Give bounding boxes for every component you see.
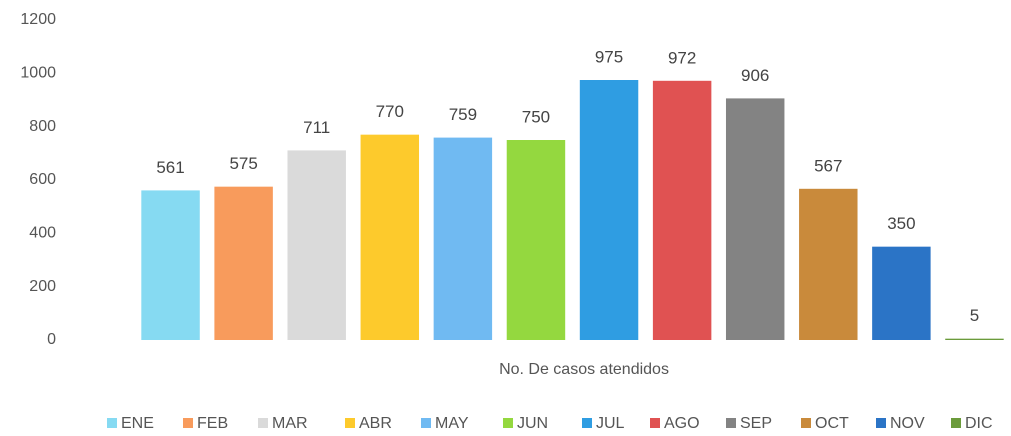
legend-label: FEB xyxy=(197,415,228,432)
legend-swatch xyxy=(503,418,513,428)
legend-swatch xyxy=(951,418,961,428)
bar xyxy=(579,80,639,340)
legend-label: SEP xyxy=(740,415,772,432)
legend-swatch xyxy=(345,418,355,428)
bar xyxy=(214,186,273,340)
y-tick-label: 1200 xyxy=(20,11,56,28)
bar xyxy=(945,338,1004,340)
data-label: 711 xyxy=(303,118,330,137)
legend-label: MAR xyxy=(272,415,308,432)
data-label: 770 xyxy=(376,102,404,121)
bar xyxy=(433,137,493,340)
bar xyxy=(799,188,858,340)
legend-swatch xyxy=(183,418,193,428)
legend-swatch xyxy=(650,418,660,428)
y-tick-label: 200 xyxy=(29,278,56,295)
data-label: 750 xyxy=(522,107,550,126)
legend-label: JUN xyxy=(517,415,548,432)
legend-swatch xyxy=(258,418,268,428)
legend-label: DIC xyxy=(965,415,993,432)
legend-label: JUL xyxy=(596,415,625,432)
bar xyxy=(287,150,346,340)
legend-label: MAY xyxy=(435,415,469,432)
legend-label: NOV xyxy=(890,415,925,432)
legend-label: AGO xyxy=(664,415,700,432)
data-label: 906 xyxy=(741,66,769,85)
legend-swatch xyxy=(726,418,736,428)
y-tick-label: 400 xyxy=(29,225,56,242)
bar xyxy=(141,190,200,340)
data-label: 567 xyxy=(814,156,842,175)
bar xyxy=(652,80,712,341)
legend-swatch xyxy=(876,418,886,428)
data-label: 350 xyxy=(887,214,915,233)
bar xyxy=(506,140,566,340)
data-label: 759 xyxy=(449,105,477,124)
data-label: 5 xyxy=(970,306,979,325)
legend-label: ENE xyxy=(121,415,154,432)
legend-label: ABR xyxy=(359,415,392,432)
legend-swatch xyxy=(421,418,431,428)
bar xyxy=(360,134,420,340)
data-label: 972 xyxy=(668,48,696,67)
y-tick-label: 800 xyxy=(29,118,56,135)
data-label: 575 xyxy=(229,154,257,173)
data-label: 975 xyxy=(595,47,623,66)
bar xyxy=(725,98,785,341)
legend-swatch xyxy=(801,418,811,428)
data-label: 561 xyxy=(156,158,184,177)
x-axis-label: No. De casos atendidos xyxy=(499,361,669,378)
bar xyxy=(872,246,931,340)
legend-swatch xyxy=(107,418,117,428)
y-tick-label: 1000 xyxy=(20,65,56,82)
legend-label: OCT xyxy=(815,415,849,432)
legend-swatch xyxy=(582,418,592,428)
y-tick-label: 600 xyxy=(29,171,56,188)
y-tick-label: 0 xyxy=(47,331,56,348)
